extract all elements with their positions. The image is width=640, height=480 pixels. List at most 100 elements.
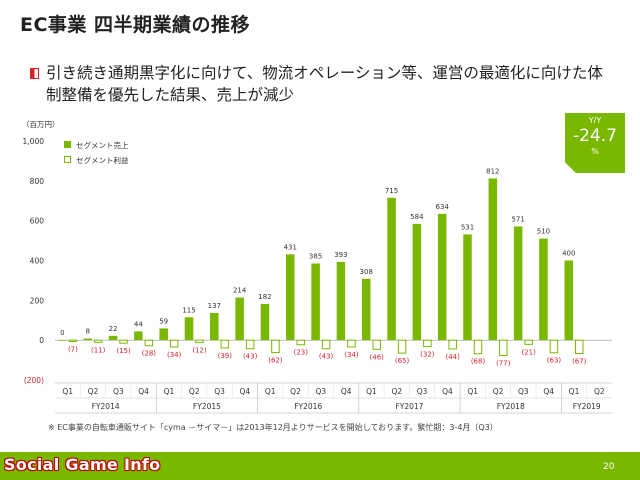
yoy-unit: % bbox=[591, 147, 599, 156]
profit-data-label: (62) bbox=[268, 357, 283, 365]
site-logo: Social Game Info bbox=[4, 455, 161, 474]
profit-bar bbox=[296, 339, 306, 346]
sales-bar bbox=[184, 317, 194, 341]
profit-data-label: (68) bbox=[471, 358, 486, 366]
sales-bar bbox=[260, 303, 270, 341]
profit-data-label: (34) bbox=[344, 351, 359, 359]
sales-bar bbox=[361, 278, 371, 341]
profit-data-label: (34) bbox=[167, 351, 182, 359]
sales-bar bbox=[159, 328, 168, 341]
profit-bar bbox=[119, 339, 128, 344]
y-unit-label: （百万円） bbox=[22, 120, 60, 129]
legend-sales-swatch bbox=[64, 141, 71, 148]
x-tick-label: Q3 bbox=[315, 387, 326, 396]
fiscal-year-label: FY2014 bbox=[92, 402, 120, 411]
yoy-value: -24.7 bbox=[573, 126, 617, 146]
page-number: 20 bbox=[603, 462, 615, 472]
sales-bar bbox=[286, 254, 295, 341]
x-tick-label: Q1 bbox=[265, 387, 276, 396]
profit-data-label: (21) bbox=[521, 348, 536, 356]
fiscal-year-label: FY2017 bbox=[395, 402, 423, 411]
fiscal-year-label: FY2019 bbox=[573, 402, 601, 411]
sales-bar bbox=[83, 338, 92, 341]
profit-data-label: (46) bbox=[370, 353, 385, 361]
sales-bar bbox=[513, 226, 523, 341]
profit-data-label: (11) bbox=[91, 346, 106, 354]
sales-bar bbox=[108, 335, 118, 341]
profit-bar bbox=[524, 339, 533, 345]
profit-data-label: (63) bbox=[547, 357, 562, 365]
profit-data-label: (12) bbox=[192, 347, 207, 355]
profit-data-label: (32) bbox=[420, 351, 435, 359]
sales-data-label: 812 bbox=[486, 167, 499, 175]
y-tick-label: 400 bbox=[30, 257, 45, 266]
profit-data-label: (43) bbox=[243, 353, 258, 361]
x-tick-label: Q4 bbox=[240, 387, 251, 396]
x-tick-label: Q4 bbox=[442, 387, 453, 396]
sales-data-label: 115 bbox=[182, 306, 195, 314]
profit-data-label: (23) bbox=[294, 349, 309, 357]
sales-data-label: 431 bbox=[284, 243, 297, 251]
profit-data-label: (67) bbox=[572, 358, 587, 366]
profit-bar bbox=[473, 339, 483, 355]
sales-data-label: 308 bbox=[360, 268, 373, 276]
profit-bar bbox=[68, 339, 78, 343]
legend-sales-label: セグメント売上 bbox=[76, 140, 129, 150]
x-tick-label: Q1 bbox=[569, 387, 580, 396]
sales-data-label: 571 bbox=[511, 215, 524, 223]
sales-data-label: 22 bbox=[109, 325, 118, 333]
profit-bar bbox=[321, 339, 331, 350]
profit-bar bbox=[575, 339, 584, 355]
y-tick-label: 1,000 bbox=[23, 137, 45, 146]
profit-bar bbox=[93, 339, 103, 343]
sales-data-label: 634 bbox=[435, 203, 449, 211]
y-tick-label: 200 bbox=[30, 296, 45, 305]
profit-bar bbox=[397, 339, 407, 354]
sales-bar bbox=[210, 312, 219, 341]
sales-bar bbox=[463, 234, 472, 341]
profit-bar bbox=[372, 339, 381, 350]
legend-profit-swatch bbox=[64, 156, 71, 163]
x-tick-label: Q2 bbox=[493, 387, 504, 396]
sales-bar bbox=[564, 260, 574, 341]
x-tick-label: Q2 bbox=[391, 387, 402, 396]
x-tick-label: Q1 bbox=[164, 387, 175, 396]
y-tick-label: 800 bbox=[30, 177, 45, 186]
x-tick-label: Q1 bbox=[467, 387, 478, 396]
profit-bar bbox=[499, 339, 508, 357]
fiscal-year-label: FY2015 bbox=[193, 402, 221, 411]
fiscal-year-label: FY2018 bbox=[497, 402, 525, 411]
profit-bar bbox=[195, 339, 204, 344]
sales-data-label: 137 bbox=[208, 302, 221, 310]
y-tick-label: 600 bbox=[30, 217, 45, 226]
page-subtitle: 引き続き通期黒字化に向けて、物流オペレーション等、運営の最適化に向けた体制整備を… bbox=[46, 64, 603, 104]
yoy-badge: Y/Y -24.7 % bbox=[565, 113, 625, 173]
sales-data-label: 385 bbox=[309, 252, 322, 260]
profit-bar bbox=[423, 339, 432, 348]
sales-bar bbox=[235, 297, 244, 341]
x-tick-label: Q4 bbox=[138, 387, 149, 396]
profit-bar bbox=[220, 339, 230, 349]
sales-bar bbox=[311, 263, 320, 341]
sales-bar bbox=[387, 197, 396, 341]
profit-data-label: (43) bbox=[319, 353, 334, 361]
x-tick-label: Q1 bbox=[366, 387, 377, 396]
profit-data-label: (7) bbox=[68, 346, 78, 354]
sales-bar bbox=[539, 238, 548, 341]
x-tick-label: Q3 bbox=[417, 387, 428, 396]
x-tick-label: Q1 bbox=[62, 387, 73, 396]
x-tick-label: Q2 bbox=[290, 387, 301, 396]
sales-data-label: 393 bbox=[334, 251, 347, 259]
sales-bar bbox=[336, 261, 346, 341]
sales-data-label: 715 bbox=[385, 187, 398, 195]
sales-data-label: 531 bbox=[461, 223, 474, 231]
sales-data-label: 182 bbox=[258, 293, 271, 301]
bullet-icon bbox=[30, 68, 39, 79]
sales-data-label: 8 bbox=[85, 328, 89, 336]
profit-bar bbox=[144, 339, 154, 347]
profit-bar bbox=[347, 339, 356, 348]
profit-bar bbox=[169, 339, 179, 348]
sales-data-label: 0 bbox=[60, 329, 64, 337]
sales-data-label: 400 bbox=[562, 250, 575, 258]
yoy-label: Y/Y bbox=[588, 116, 602, 125]
